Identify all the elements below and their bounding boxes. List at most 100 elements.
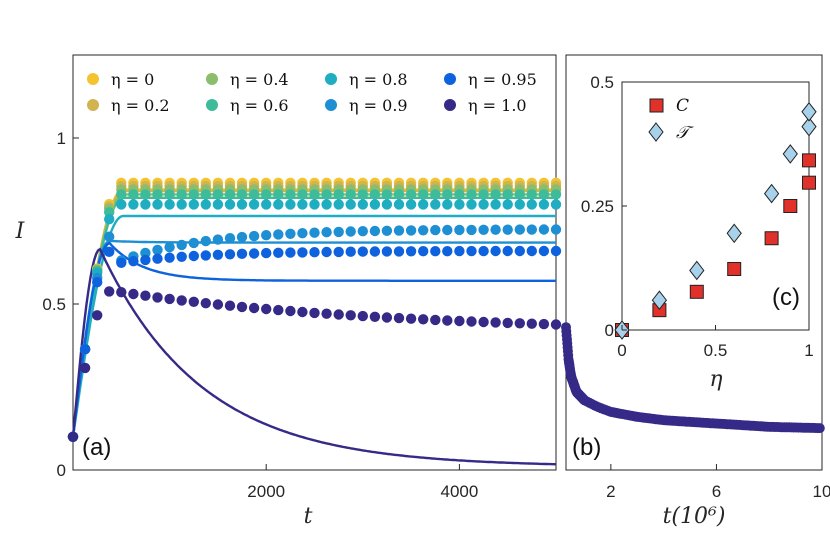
marker-series-7-17 — [273, 304, 284, 316]
marker-series-7-32 — [454, 315, 465, 327]
marker-series-7-3 — [104, 286, 115, 297]
legend-label-0: η = 0 — [111, 70, 154, 89]
b-xtick-label-6: 6 — [712, 482, 721, 501]
marker-series-4-16 — [261, 199, 272, 210]
marker-series-7-40 — [550, 319, 562, 330]
marker-series-6-2 — [92, 277, 103, 288]
marker-series-4-32 — [454, 199, 465, 210]
marker-series-7-19 — [297, 306, 308, 318]
marker-series-4-25 — [369, 199, 381, 210]
marker-series-3-30 — [430, 189, 441, 200]
marker-series-4-18 — [285, 199, 296, 210]
marker-series-6-19 — [297, 247, 308, 258]
panel-a-axes-box — [72, 54, 557, 471]
marker-series-7-26 — [381, 312, 393, 323]
line-series-7 — [71, 247, 557, 466]
marker-series-4-29 — [418, 199, 429, 210]
marker-series-6-24 — [357, 246, 368, 257]
legend-marker-5 — [325, 99, 337, 111]
a-ytick-label-0: 0 — [57, 461, 66, 480]
marker-series-6-14 — [236, 248, 248, 259]
marker-series-3-38 — [526, 189, 537, 200]
legend-label-7: η = 1.0 — [468, 96, 527, 115]
c-ytick-label-0.5: 0.5 — [590, 73, 614, 92]
marker-series-3-29 — [418, 189, 429, 200]
b-xtick-label-2: 2 — [606, 482, 615, 501]
c-xtick-label-0.5: 0.5 — [704, 341, 728, 360]
marker-series-5-20 — [309, 227, 320, 238]
marker-series-5-29 — [418, 225, 429, 236]
marker-series-4-19 — [297, 199, 308, 210]
marker-series-4-40 — [550, 199, 562, 210]
marker-series-5-40 — [550, 224, 562, 235]
c-diamond-2 — [689, 260, 705, 281]
marker-series-4-33 — [466, 199, 477, 210]
c-square-3 — [727, 261, 742, 276]
line-series-5 — [71, 239, 556, 437]
marker-series-3-35 — [490, 189, 501, 200]
marker-series-6-11 — [200, 250, 211, 261]
c-square-6 — [802, 175, 816, 190]
marker-series-5-32 — [454, 224, 465, 236]
marker-series-5-33 — [466, 224, 477, 236]
legend-marker-1 — [87, 99, 99, 111]
c-xtick-label-1: 1 — [804, 341, 813, 360]
marker-series-5-24 — [357, 226, 368, 237]
a-xtick-label-2000: 2000 — [247, 482, 285, 501]
marker-series-7-34 — [478, 316, 489, 328]
marker-series-6-20 — [309, 247, 320, 258]
marker-series-4-34 — [478, 199, 489, 210]
marker-series-3-16 — [261, 189, 272, 200]
marker-series-3-33 — [466, 189, 477, 200]
marker-series-3-15 — [248, 189, 260, 200]
a-xtick-label-4000: 4000 — [440, 482, 478, 501]
line-series-6 — [71, 241, 556, 437]
marker-series-7-5 — [128, 288, 139, 300]
marker-series-3-13 — [224, 189, 236, 200]
c-legend-label-C: C — [676, 96, 689, 116]
marker-series-4-10 — [188, 199, 199, 210]
c-diamond-3 — [726, 223, 742, 244]
marker-series-6-30 — [430, 246, 441, 257]
marker-series-6-33 — [466, 245, 477, 257]
marker-series-4-28 — [405, 199, 417, 210]
marker-series-5-19 — [297, 228, 308, 239]
marker-series-5-21 — [321, 227, 332, 238]
marker-series-6-27 — [393, 246, 405, 257]
marker-series-7-23 — [345, 310, 356, 321]
legend-label-5: η = 0.9 — [349, 96, 408, 115]
panel-a: 2000 4000 0 0.5 1 (a) η = 0 η = 0.2 η = 0.4 η =… — [15, 54, 562, 529]
marker-series-6-36 — [502, 245, 513, 257]
c-square-2 — [689, 284, 704, 299]
marker-series-5-18 — [285, 228, 296, 239]
marker-series-5-14 — [236, 231, 248, 243]
b-marker-158 — [814, 423, 825, 434]
marker-series-3-9 — [176, 189, 187, 200]
panel-b-xlabel: t(10⁶) — [663, 504, 726, 529]
marker-series-7-25 — [369, 311, 381, 322]
marker-series-3-10 — [188, 189, 199, 200]
marker-series-4-6 — [140, 199, 151, 210]
legend-marker-6 — [444, 73, 456, 85]
marker-series-5-15 — [248, 230, 260, 242]
marker-series-3-23 — [345, 189, 356, 200]
marker-series-4-8 — [164, 199, 175, 210]
marker-series-3-14 — [236, 189, 248, 200]
marker-series-5-34 — [478, 224, 489, 235]
marker-series-7-38 — [526, 318, 537, 329]
marker-series-5-25 — [369, 225, 381, 237]
marker-series-6-35 — [490, 245, 501, 257]
marker-series-6-25 — [369, 246, 381, 257]
marker-series-4-14 — [236, 199, 248, 210]
marker-series-6-37 — [514, 245, 525, 257]
marker-series-3-37 — [514, 189, 525, 200]
marker-series-3-26 — [381, 189, 393, 200]
legend-label-1: η = 0.2 — [111, 96, 170, 115]
marker-series-5-31 — [442, 224, 453, 236]
marker-series-6-18 — [285, 247, 296, 258]
marker-series-6-38 — [526, 245, 537, 257]
marker-series-3-8 — [164, 189, 175, 200]
legend-marker-7 — [444, 99, 456, 111]
marker-series-6-12 — [212, 249, 224, 260]
